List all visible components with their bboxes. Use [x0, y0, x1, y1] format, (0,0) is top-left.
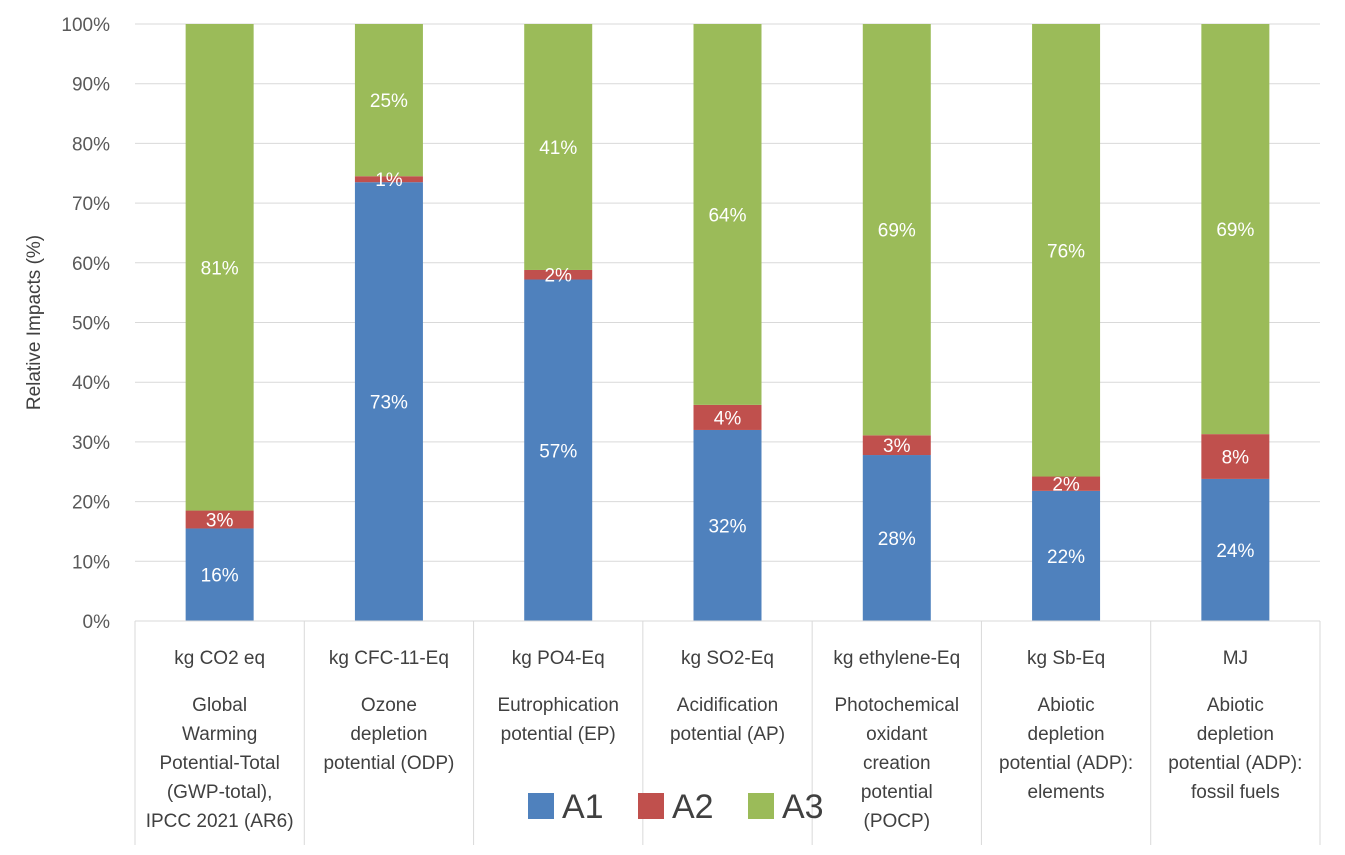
- category-unit: kg CO2 eq: [174, 648, 265, 669]
- bar-a2: [524, 269, 593, 280]
- bar-a3: [524, 24, 593, 270]
- category-label: Photochemical: [834, 695, 959, 716]
- category-label: oxidant: [866, 724, 928, 745]
- y-tick-label: 50%: [72, 314, 110, 335]
- category-label: depletion: [350, 724, 427, 745]
- category-label: (POCP): [864, 811, 931, 832]
- y-axis-label: Relative Impacts (%): [24, 235, 45, 410]
- legend-label-a3: A3: [782, 788, 824, 826]
- bar-a3: [693, 24, 762, 405]
- category-unit: kg ethylene-Eq: [833, 648, 960, 669]
- data-label: 57%: [539, 441, 577, 462]
- bar-a1: [354, 182, 423, 621]
- y-tick-label: 60%: [72, 254, 110, 275]
- data-label: 28%: [878, 529, 916, 550]
- legend-label-a1: A1: [562, 788, 604, 826]
- data-label: 24%: [1216, 541, 1254, 562]
- category-label: Abiotic: [1207, 695, 1264, 716]
- data-label: 16%: [201, 566, 239, 587]
- data-label: 3%: [206, 511, 234, 532]
- y-tick-label: 100%: [61, 15, 110, 36]
- category-label: potential: [861, 782, 933, 803]
- category-label: elements: [1028, 782, 1105, 803]
- category-label: fossil fuels: [1191, 782, 1280, 803]
- bar-a1: [1201, 478, 1270, 621]
- bar-a1: [862, 455, 931, 621]
- bar-a1: [524, 279, 593, 621]
- legend-swatch-a2: [638, 793, 664, 819]
- category-unit: kg SO2-Eq: [681, 648, 774, 669]
- data-label: 41%: [539, 138, 577, 159]
- category-label: Ozone: [361, 695, 417, 716]
- category-unit: kg PO4-Eq: [512, 648, 605, 669]
- data-label: 4%: [714, 408, 742, 429]
- data-label: 69%: [878, 221, 916, 242]
- data-label: 2%: [544, 266, 572, 287]
- category-label: (GWP-total),: [167, 782, 273, 803]
- data-label: 1%: [375, 170, 403, 191]
- y-tick-label: 20%: [72, 493, 110, 514]
- y-tick-label: 80%: [72, 134, 110, 155]
- bar-a2: [1032, 476, 1101, 491]
- category-label: potential (ADP):: [999, 753, 1133, 774]
- bar-a2: [862, 435, 931, 456]
- category-label: depletion: [1197, 724, 1274, 745]
- category-label: Eutrophication: [497, 695, 618, 716]
- category-label: potential (ODP): [323, 753, 454, 774]
- bar-a3: [185, 24, 254, 511]
- bar-a3: [862, 24, 931, 436]
- bar-a2: [185, 510, 254, 529]
- legend-label-a2: A2: [672, 788, 714, 826]
- y-tick-label: 10%: [72, 552, 110, 573]
- data-label: 69%: [1216, 220, 1254, 241]
- data-label: 22%: [1047, 547, 1085, 568]
- category-label: depletion: [1028, 724, 1105, 745]
- y-tick-label: 70%: [72, 194, 110, 215]
- y-tick-label: 40%: [72, 373, 110, 394]
- data-label: 3%: [883, 436, 911, 457]
- bar-a1: [693, 429, 762, 621]
- category-label: Abiotic: [1038, 695, 1095, 716]
- category-label: Warming: [182, 724, 257, 745]
- category-unit: MJ: [1223, 648, 1248, 669]
- y-tick-label: 0%: [83, 612, 111, 633]
- category-label: Acidification: [677, 695, 778, 716]
- category-unit: kg Sb-Eq: [1027, 648, 1105, 669]
- bar-a2: [1201, 434, 1270, 479]
- y-tick-label: 30%: [72, 433, 110, 454]
- data-label: 73%: [370, 393, 408, 414]
- y-tick-label: 90%: [72, 75, 110, 96]
- bar-a3: [1201, 24, 1270, 435]
- bar-a2: [354, 176, 423, 183]
- bar-a1: [1032, 490, 1101, 621]
- data-label: 64%: [708, 205, 746, 226]
- legend-swatch-a3: [748, 793, 774, 819]
- legend-swatch-a1: [528, 793, 554, 819]
- data-label: 25%: [370, 91, 408, 112]
- category-label: Potential-Total: [159, 753, 279, 774]
- category-label: potential (AP): [670, 724, 785, 745]
- data-label: 2%: [1052, 475, 1080, 496]
- category-label: Global: [192, 695, 247, 716]
- category-label: IPCC 2021 (AR6): [146, 811, 294, 832]
- bar-a3: [1032, 24, 1101, 477]
- category-label: potential (ADP):: [1168, 753, 1302, 774]
- category-label: creation: [863, 753, 931, 774]
- bar-a1: [185, 528, 254, 621]
- category-label: potential (EP): [501, 724, 616, 745]
- bar-a2: [693, 404, 762, 430]
- data-label: 8%: [1222, 448, 1250, 469]
- data-label: 76%: [1047, 241, 1085, 262]
- category-unit: kg CFC-11-Eq: [329, 648, 449, 669]
- data-label: 32%: [708, 516, 746, 537]
- bar-a3: [354, 24, 423, 177]
- data-label: 81%: [201, 258, 239, 279]
